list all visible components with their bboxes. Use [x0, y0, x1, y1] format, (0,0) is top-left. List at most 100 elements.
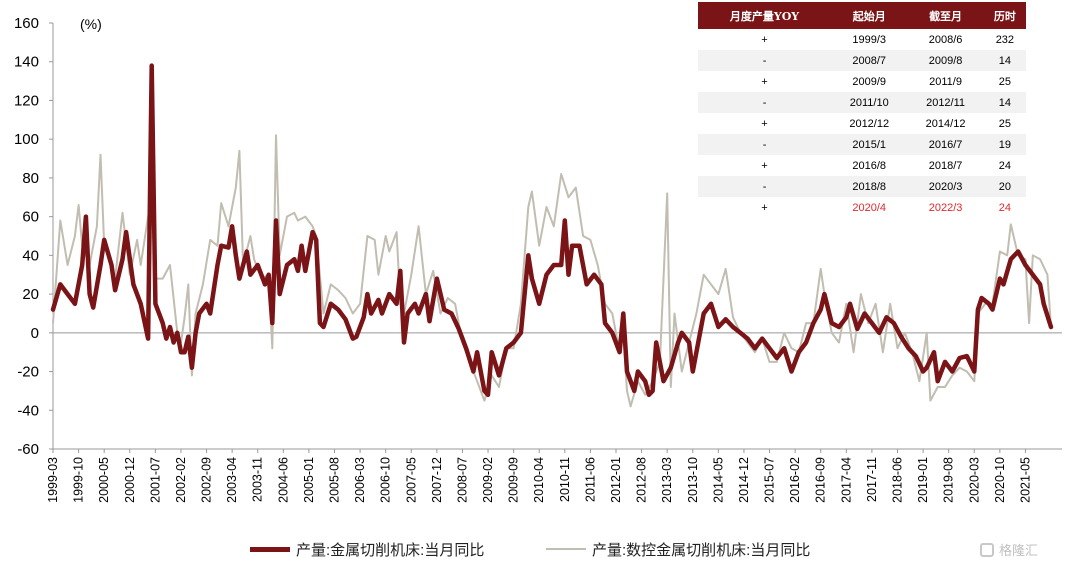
y-tick-label: 40	[22, 247, 39, 264]
x-tick-label: 2007-12	[430, 457, 444, 503]
x-tick-label: 2003-04	[225, 457, 239, 503]
table-cell: 20	[983, 176, 1026, 197]
table-cell: 232	[995, 33, 1015, 46]
table-cell: 14	[983, 92, 1026, 113]
table-cell: +	[761, 201, 768, 214]
table-cell: 2016/8	[852, 159, 887, 172]
x-tick-label: 2013-03	[660, 457, 674, 503]
watermark: 格隆汇	[980, 540, 1038, 559]
x-tick-label: 2014-12	[737, 457, 751, 503]
table-row: +2009/9 2011/9 25	[698, 71, 1026, 92]
table-cell: +	[761, 33, 768, 46]
x-tick-label: 2017-11	[865, 457, 879, 502]
table-cell: +	[761, 117, 768, 130]
series-layer	[50, 63, 1054, 408]
table-header-cell: 历时	[983, 2, 1026, 29]
x-tick-label: 2020-10	[993, 457, 1007, 503]
table-row: +2012/12 2014/12 25	[698, 113, 1026, 134]
legend-item-cnc-metal-cutting: 产量:数控金属切削机床:当月同比	[546, 538, 810, 560]
table-cell: -	[698, 176, 832, 197]
table-cell: 2018/7	[928, 159, 963, 172]
watermark-logo-icon	[980, 542, 994, 557]
table-body: +1999/3 2008/6 232-2008/7 2009/8 14 +2009/9 20…	[698, 29, 1026, 218]
x-tick-label: 2016-09	[814, 457, 828, 503]
x-tick-label: 2004-06	[276, 457, 290, 503]
table-cell: 19	[983, 134, 1026, 155]
x-tick-label: 2019-08	[942, 457, 956, 503]
x-tick-label: 2020-03	[967, 457, 981, 503]
table-cell: 25	[998, 117, 1011, 130]
x-tick-label: 2021-05	[1018, 457, 1032, 503]
x-tick-label: 2011-06	[583, 457, 597, 502]
y-tick-label: 100	[14, 131, 39, 148]
y-unit-label: (%)	[80, 16, 102, 32]
legend-label: 产量:金属切削机床:当月同比	[296, 541, 485, 559]
table-cell: 2009/8	[907, 50, 984, 71]
y-tick-label: 160	[14, 15, 39, 32]
x-tick-label: 2015-07	[763, 457, 777, 503]
x-tick-label: 2005-08	[327, 457, 341, 503]
x-tick-label: 2012-01	[609, 457, 623, 503]
x-tick-label: 2006-10	[379, 457, 393, 503]
table-cell: -	[698, 50, 832, 71]
series-line-metal-cutting	[50, 63, 1054, 398]
table-header-cell: 截至月	[907, 2, 984, 29]
table-row: +1999/3 2008/6 232	[698, 29, 1026, 50]
x-tick-label: 2008-07	[455, 457, 469, 503]
x-tick-label: 2010-11	[558, 457, 572, 502]
x-tick-label: 2016-02	[788, 457, 802, 503]
table-cell: -	[698, 92, 832, 113]
table-row: -2008/7 2009/8 14	[698, 50, 1026, 71]
table-cell: 2022/3	[928, 201, 963, 214]
table-cell: 2011/9	[929, 75, 962, 88]
x-tick-label: 2000-12	[123, 457, 137, 503]
y-tick-label: 80	[22, 170, 39, 187]
y-tick-label: -40	[17, 402, 39, 419]
x-tick-label: 2002-02	[174, 457, 188, 503]
y-tick-label: 0	[31, 325, 39, 342]
table-cell: -	[698, 134, 832, 155]
x-tick-label: 2018-06	[890, 457, 904, 503]
y-tick-label: -20	[17, 364, 39, 381]
x-tick-label: 2005-01	[302, 457, 316, 503]
table-cell: 2015/1	[831, 134, 908, 155]
table-cell: 2016/7	[907, 134, 984, 155]
table-cell: 1999/3	[852, 33, 887, 46]
table-cell: 2012/11	[907, 92, 984, 113]
table-header-row: 月度产量YOY 起始月 截至月 历时	[698, 2, 1026, 29]
x-tick-label: 2003-11	[251, 457, 265, 502]
x-tick-label: 1999-10	[72, 457, 86, 503]
table-cell: 2012/12	[849, 117, 890, 130]
watermark-text: 格隆汇	[999, 543, 1039, 558]
table-cell: 2020/3	[907, 176, 984, 197]
table-cell: 2018/8	[831, 176, 908, 197]
legend-label: 产量:数控金属切削机床:当月同比	[592, 541, 811, 559]
table-row: -2018/8 2020/3 20	[698, 176, 1026, 197]
table-row: -2015/1 2016/7 19	[698, 134, 1026, 155]
x-tick-label: 2010-04	[532, 457, 546, 503]
table-row: +2020/4 2022/3 24	[698, 197, 1026, 218]
table-cell: 14	[983, 50, 1026, 71]
table-cell: 25	[998, 75, 1011, 88]
table-cell: 2014/12	[925, 117, 966, 130]
y-tick-label: -60	[17, 441, 39, 458]
y-tick-label: 140	[14, 54, 39, 71]
legend-item-metal-cutting: 产量:金属切削机床:当月同比	[250, 538, 484, 560]
x-tick-label: 2000-05	[97, 457, 111, 503]
x-tick-label: 2002-09	[200, 457, 214, 503]
legend-swatch-dark-red	[250, 546, 290, 552]
table-cell: 2011/10	[831, 92, 908, 113]
y-tick-label: 120	[14, 92, 39, 109]
x-tick-label: 2017-04	[839, 457, 853, 503]
table-header-cell: 起始月	[831, 2, 908, 29]
series-line-cnc-metal-cutting	[52, 134, 1052, 408]
x-tick-label: 2007-05	[404, 457, 418, 503]
x-tick-label: 1999-03	[46, 457, 60, 503]
cycle-table: 月度产量YOY 起始月 截至月 历时 +1999/3 2008/6 232-2008/7 2…	[698, 2, 1026, 218]
table-cell: 24	[998, 159, 1011, 172]
y-tick-label: 20	[22, 286, 39, 303]
x-tick-label: 2019-01	[916, 457, 930, 503]
table-row: -2011/10 2012/11 14	[698, 92, 1026, 113]
